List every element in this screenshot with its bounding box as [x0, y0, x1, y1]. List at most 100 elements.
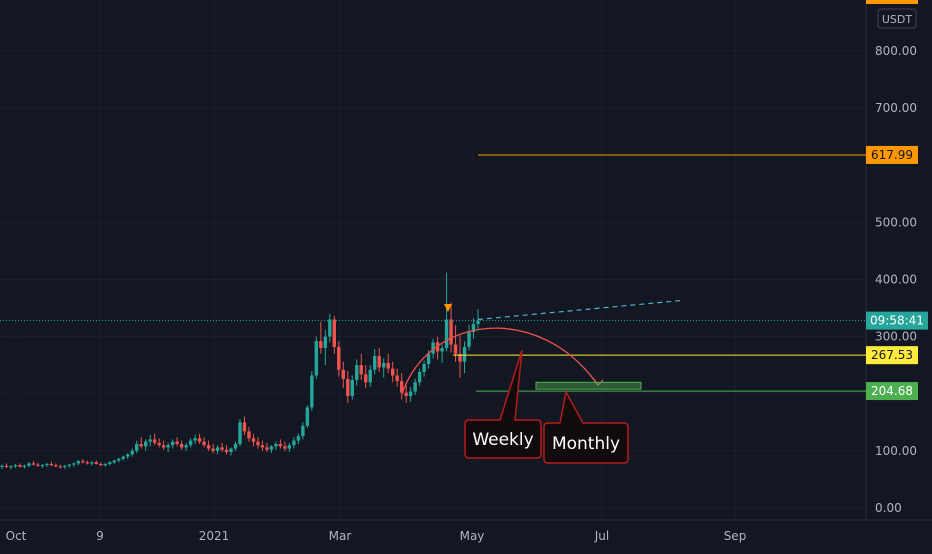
- candle-body: [283, 446, 287, 449]
- y-tick-label: 0.00: [875, 501, 902, 515]
- candle-body: [90, 462, 94, 464]
- candle-body: [242, 422, 247, 432]
- candle-body: [444, 319, 449, 349]
- candle-body: [462, 346, 467, 362]
- candle-body: [296, 436, 301, 441]
- grid: [0, 0, 932, 521]
- candle-body: [157, 442, 161, 446]
- candle-body: [220, 447, 224, 450]
- candle-body: [395, 375, 399, 382]
- candle-body: [161, 445, 166, 448]
- candle-body: [184, 445, 188, 448]
- candle-body: [350, 380, 354, 397]
- candle-body: [377, 356, 381, 368]
- candle-body: [431, 342, 435, 354]
- candle-body: [126, 454, 130, 457]
- candle-body: [426, 353, 431, 365]
- candle-body: [22, 465, 27, 467]
- candle-body: [135, 444, 139, 451]
- trend-line: [477, 300, 681, 321]
- candle-body: [265, 447, 269, 450]
- candle-body: [179, 444, 184, 448]
- candle-body: [27, 463, 31, 466]
- candle-body: [112, 460, 116, 463]
- candle-body: [193, 438, 197, 441]
- candle-body: [386, 362, 390, 369]
- x-tick-label: May: [460, 529, 485, 543]
- candle-body: [458, 353, 462, 362]
- time-axis[interactable]: Oct 9 2021 Mar May Jul Sep: [6, 529, 747, 543]
- candle-body: [238, 422, 242, 445]
- level-tag-label: 267.53: [871, 348, 913, 362]
- candle-body: [471, 324, 476, 333]
- candle-body: [278, 444, 283, 447]
- candle-body: [206, 445, 211, 449]
- candle-body: [390, 368, 395, 376]
- candle-body: [368, 369, 372, 383]
- candle-body: [408, 391, 413, 397]
- x-tick-label: Oct: [6, 529, 27, 543]
- candles: [0, 272, 480, 470]
- candle-body: [301, 425, 305, 437]
- weekly-label: Weekly: [472, 430, 533, 450]
- candle-body: [202, 441, 206, 446]
- y-tick-label: 700.00: [875, 101, 917, 115]
- candle-body: [260, 445, 265, 448]
- level-tag-label: 617.99: [871, 148, 913, 162]
- candle-body: [170, 441, 175, 446]
- price-axis[interactable]: 0.00100.00200.00300.00400.00500.00700.00…: [875, 8, 917, 515]
- candle-body: [0, 465, 4, 467]
- drawings: Weekly Monthly: [0, 154, 866, 464]
- level-tag: [866, 382, 918, 401]
- candle-body: [359, 365, 363, 375]
- y-tick-label: 500.00: [875, 215, 917, 229]
- candle-body: [18, 465, 22, 467]
- candle-body: [413, 382, 417, 392]
- y-tick-label: 300.00: [875, 330, 917, 344]
- candle-body: [121, 456, 125, 459]
- candle-body: [148, 439, 152, 442]
- candle-body: [269, 446, 274, 450]
- candle-body: [373, 356, 377, 370]
- candle-body: [67, 464, 72, 466]
- candle-body: [305, 407, 310, 426]
- candle-body: [337, 346, 341, 370]
- candle-body: [422, 364, 426, 373]
- candle-body: [346, 378, 350, 397]
- candle-body: [314, 341, 319, 376]
- candle-body: [476, 320, 480, 325]
- candle-body: [215, 447, 220, 451]
- candle-body: [72, 463, 76, 465]
- candle-body: [143, 441, 148, 447]
- candle-body: [453, 344, 458, 354]
- candle-body: [292, 440, 296, 446]
- countdown-tag: [866, 311, 928, 330]
- candle-body: [36, 464, 40, 466]
- candle-body: [117, 458, 121, 461]
- candle-body: [467, 332, 471, 347]
- candle-body: [31, 463, 36, 465]
- level-tag: [866, 145, 918, 164]
- signal-marker: [444, 304, 452, 312]
- candle-body: [4, 465, 9, 467]
- candle-body: [13, 465, 18, 467]
- countdown-label: 09:58:41: [870, 314, 924, 328]
- candle-body: [224, 449, 229, 453]
- candle-body: [49, 464, 54, 466]
- candle-body: [399, 381, 404, 393]
- level-tag: [866, 346, 918, 365]
- candle-body: [94, 462, 99, 465]
- candle-body: [274, 444, 278, 447]
- candle-body: [130, 450, 134, 455]
- candle-body: [152, 439, 157, 443]
- candle-body: [341, 369, 345, 379]
- candle-body: [256, 441, 260, 446]
- y-tick-label: 100.00: [875, 444, 917, 458]
- candle-body: [440, 348, 444, 352]
- candle-body: [211, 448, 215, 451]
- top-price-tag: [866, 0, 918, 4]
- candle-body: [417, 372, 422, 383]
- x-tick-label: Sep: [724, 529, 747, 543]
